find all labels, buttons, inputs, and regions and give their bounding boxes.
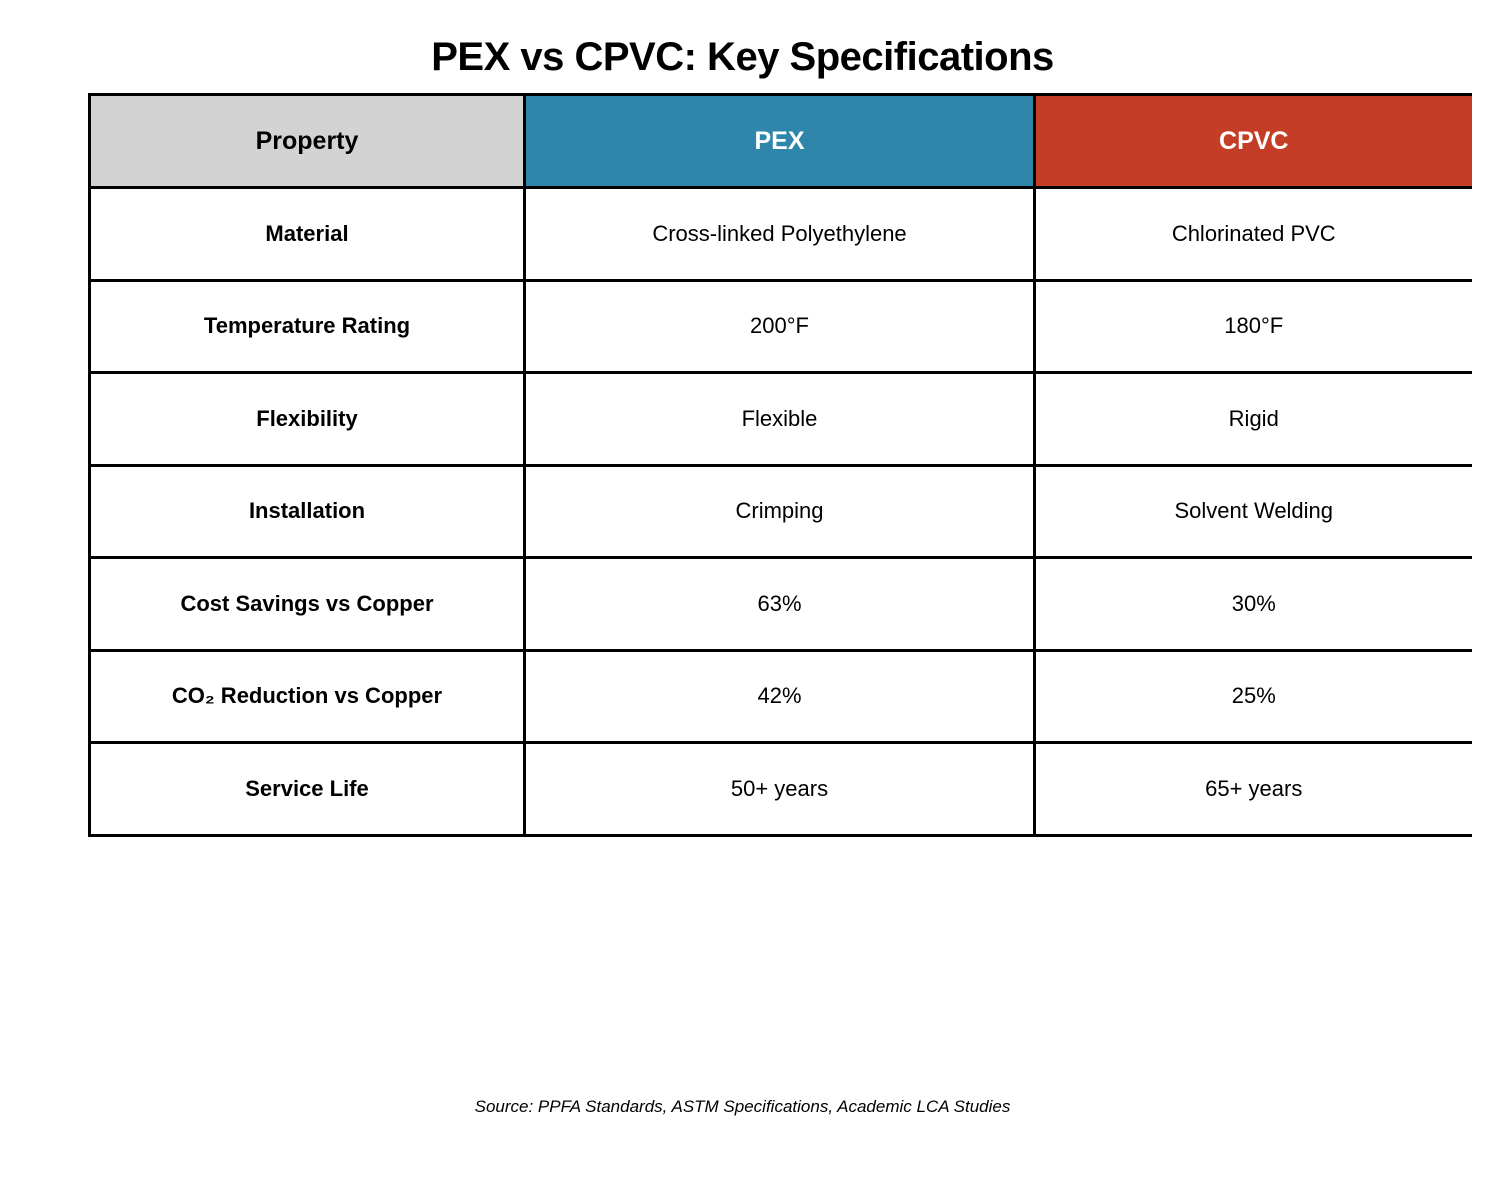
source-note: Source: PPFA Standards, ASTM Specificati… [474, 1097, 1011, 1116]
pex-value-cell: Crimping [523, 463, 1036, 559]
spec-comparison-table: Property PEX CPVC Material Cross-linked … [88, 93, 1472, 837]
table-header-row: Property PEX CPVC [88, 93, 1472, 189]
cpvc-value-cell: Chlorinated PVC [1033, 186, 1472, 282]
property-cell: Flexibility [88, 371, 526, 467]
pex-value-cell: Flexible [523, 371, 1036, 467]
pex-value-cell: 200°F [523, 278, 1036, 374]
header-cell-cpvc: CPVC [1033, 93, 1472, 189]
table-row-flexibility: Flexibility Flexible Rigid [88, 371, 1472, 467]
header-cell-pex: PEX [523, 93, 1036, 189]
table-row-material: Material Cross-linked Polyethylene Chlor… [88, 186, 1472, 282]
table-row-temperature-rating: Temperature Rating 200°F 180°F [88, 278, 1472, 374]
pex-value-cell: Cross-linked Polyethylene [523, 186, 1036, 282]
cpvc-value-cell: 180°F [1033, 278, 1472, 374]
pex-value-cell: 50+ years [523, 741, 1036, 837]
header-cell-property: Property [88, 93, 526, 189]
figure-title: PEX vs CPVC: Key Specifications [431, 35, 1054, 79]
cpvc-value-cell: Rigid [1033, 371, 1472, 467]
property-cell: Material [88, 186, 526, 282]
cpvc-value-cell: Solvent Welding [1033, 463, 1472, 559]
table-row-service-life: Service Life 50+ years 65+ years [88, 741, 1472, 837]
cpvc-value-cell: 65+ years [1033, 741, 1472, 837]
property-cell: CO₂ Reduction vs Copper [88, 648, 526, 744]
pex-value-cell: 63% [523, 556, 1036, 652]
pex-value-cell: 42% [523, 648, 1036, 744]
property-cell: Installation [88, 463, 526, 559]
property-cell: Temperature Rating [88, 278, 526, 374]
table-row-co2-reduction: CO₂ Reduction vs Copper 42% 25% [88, 648, 1472, 744]
table-row-installation: Installation Crimping Solvent Welding [88, 463, 1472, 559]
property-cell: Service Life [88, 741, 526, 837]
property-cell: Cost Savings vs Copper [88, 556, 526, 652]
cpvc-value-cell: 25% [1033, 648, 1472, 744]
cpvc-value-cell: 30% [1033, 556, 1472, 652]
table-row-cost-savings: Cost Savings vs Copper 63% 30% [88, 556, 1472, 652]
